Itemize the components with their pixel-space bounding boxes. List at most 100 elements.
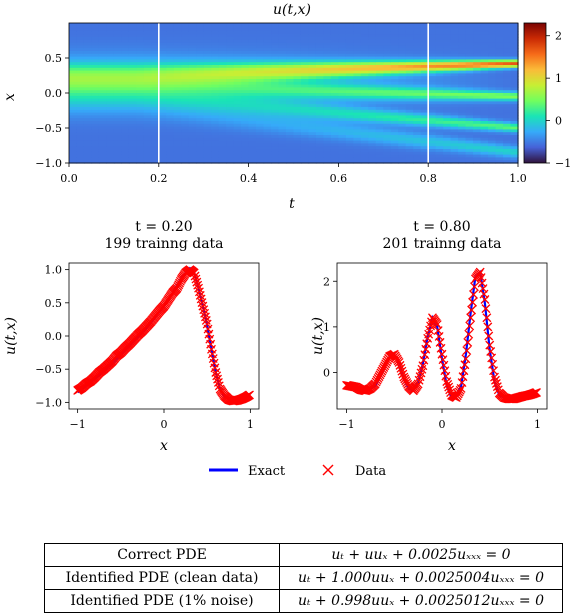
heatmap-cell xyxy=(510,42,519,46)
heatmap-cell xyxy=(83,45,93,49)
heatmap-cell xyxy=(286,67,295,72)
heatmap-cell xyxy=(286,34,295,38)
heatmap-cell xyxy=(211,109,220,114)
heatmap-cell xyxy=(196,73,205,77)
heatmap-cell xyxy=(458,37,467,41)
heatmap-cell xyxy=(345,154,354,158)
heatmap-cell xyxy=(503,160,512,164)
heatmap-cell xyxy=(181,48,190,52)
heatmap-cell xyxy=(226,81,235,86)
heatmap-cell xyxy=(158,121,167,125)
heatmap-cell xyxy=(503,95,512,100)
heatmap-cell xyxy=(503,137,512,142)
heatmap-cell xyxy=(166,146,175,150)
heatmap-cell xyxy=(218,154,227,158)
heatmap-cell xyxy=(121,146,130,150)
heatmap-cell xyxy=(158,73,167,77)
heatmap-cell xyxy=(435,135,444,139)
heatmap-cell xyxy=(106,140,115,144)
heatmap-cell xyxy=(69,140,78,144)
data-marker xyxy=(480,295,490,304)
heatmap-cell xyxy=(278,45,287,49)
heatmap-cell xyxy=(113,149,122,153)
heatmap-cell xyxy=(330,87,339,91)
heatmap-cell xyxy=(300,73,310,77)
heatmap-cell xyxy=(450,25,459,30)
heatmap-cell xyxy=(241,95,250,100)
heatmap-cell xyxy=(158,42,167,46)
heatmap-xtick-label: 0.4 xyxy=(240,172,258,185)
colorbar-ticks: 210−1 xyxy=(546,30,571,170)
heatmap-cell xyxy=(211,51,220,55)
heatmap-cell xyxy=(420,160,429,164)
heatmap-cell xyxy=(211,25,220,30)
heatmap-cell xyxy=(293,73,302,77)
heatmap-cell xyxy=(173,48,182,52)
heatmap-cell xyxy=(345,28,354,32)
heatmap-cell xyxy=(405,126,414,130)
heatmap-cell xyxy=(211,93,220,97)
heatmap-cell xyxy=(293,146,302,150)
heatmap-cell xyxy=(271,70,280,74)
heatmap-cell xyxy=(121,154,130,158)
heatmap-cell xyxy=(398,149,407,153)
heatmap-cell xyxy=(323,51,332,55)
heatmap-cell xyxy=(465,104,474,108)
heatmap-cell xyxy=(91,70,100,74)
pde-table: Correct PDE uₜ + uuₓ + 0.0025uₓₓₓ = 0 Id… xyxy=(44,543,563,613)
heatmap-cell xyxy=(196,126,205,130)
heatmap-cell xyxy=(330,67,339,72)
heatmap-cell xyxy=(196,107,205,111)
heatmap-cell xyxy=(413,53,422,58)
heatmap-cell xyxy=(435,160,444,164)
heatmap-cell xyxy=(166,37,175,41)
heatmap-cell xyxy=(278,140,287,144)
heatmap-cell xyxy=(143,73,152,77)
heatmap-cell xyxy=(413,115,422,119)
heatmap-cell xyxy=(435,70,444,74)
heatmap-cell xyxy=(330,109,339,114)
heatmap-cell xyxy=(360,98,369,102)
heatmap-cell xyxy=(413,154,422,158)
heatmap-cell xyxy=(166,59,175,63)
heatmap-cell xyxy=(278,93,287,97)
heatmap-cell xyxy=(300,154,310,158)
heatmap-cell xyxy=(495,73,504,77)
ytick-label: 1.0 xyxy=(45,264,63,277)
heatmap-cell xyxy=(510,45,519,49)
heatmap-cell xyxy=(233,34,242,38)
heatmap-cell xyxy=(83,143,93,147)
heatmap-cell xyxy=(263,84,272,88)
heatmap-cell xyxy=(390,42,399,46)
heatmap-cell xyxy=(450,23,459,27)
heatmap-cell xyxy=(473,112,482,116)
heatmap-cell xyxy=(143,104,152,108)
heatmap-cell xyxy=(271,95,280,100)
heatmap-cell xyxy=(143,56,152,60)
heatmap-cell xyxy=(98,37,108,41)
heatmap-cell xyxy=(330,53,339,58)
heatmap-cell xyxy=(83,101,93,105)
heatmap-cell xyxy=(286,132,295,136)
heatmap-cell xyxy=(233,118,242,122)
heatmap-cell xyxy=(106,137,115,142)
heatmap-cell xyxy=(128,149,137,153)
heatmap-cell xyxy=(151,25,160,30)
heatmap-cell xyxy=(188,87,197,91)
heatmap-cell xyxy=(106,23,115,27)
heatmap-cell xyxy=(286,112,295,116)
heatmap-cell xyxy=(91,51,100,55)
heatmap-cell xyxy=(465,45,474,49)
heatmap-cell xyxy=(473,87,482,91)
heatmap-cell xyxy=(315,31,325,35)
heatmap-cell xyxy=(196,45,205,49)
heatmap-cell xyxy=(188,109,197,114)
heatmap-cell xyxy=(256,31,265,35)
heatmap-cell xyxy=(473,157,482,161)
heatmap-cell xyxy=(473,126,482,130)
heatmap-cell xyxy=(300,118,310,122)
heatmap-cell xyxy=(248,84,257,88)
heatmap-cell xyxy=(360,126,369,130)
heatmap-cell xyxy=(510,129,519,133)
heatmap-cell xyxy=(256,84,265,88)
